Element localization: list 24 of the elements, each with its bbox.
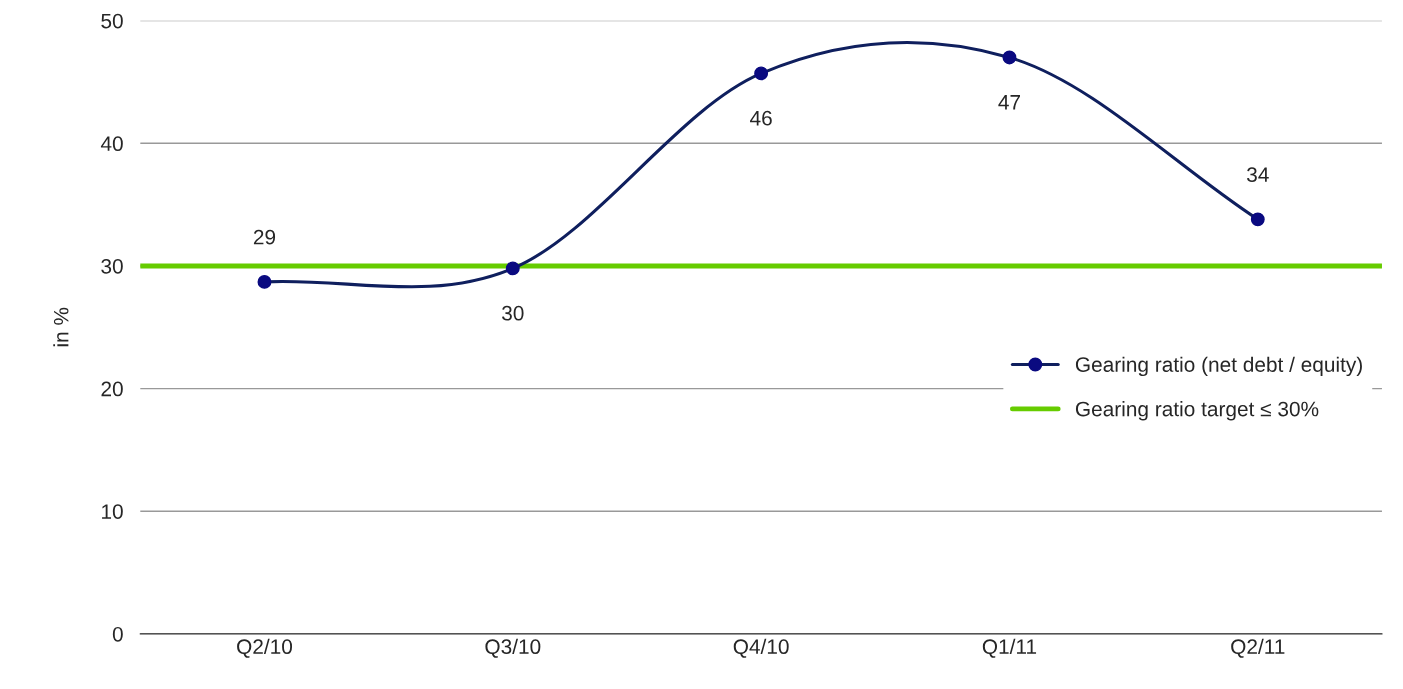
legend-label: Gearing ratio (net debt / equity) [1075, 356, 1362, 377]
x-tick-label: Q3/10 [485, 638, 541, 658]
x-tick-label: Q2/11 [1231, 638, 1285, 658]
point [505, 261, 520, 276]
y-tick-label: 50 [101, 13, 123, 29]
point [257, 274, 272, 289]
y-tick-label: 20 [101, 381, 123, 397]
data-label: 47 [998, 95, 1020, 110]
y-tick-label: 0 [112, 626, 123, 642]
x-tick-label: Q4/10 [733, 638, 789, 658]
y-tick-label: 10 [102, 504, 123, 519]
x-tick-label: Q2/10 [237, 638, 293, 658]
y-tick-label: 40 [100, 136, 123, 152]
x-tick-label: Q1/11 [982, 638, 1037, 658]
legend-label: Gearing ratio target ≤ 30% [1075, 401, 1319, 421]
data-label: 34 [1247, 167, 1269, 183]
data-label: 46 [750, 110, 772, 126]
point [754, 66, 769, 81]
data-label: 30 [502, 305, 524, 321]
point [1002, 50, 1017, 65]
y-axis-title: in % [53, 307, 69, 347]
y-tick-label: 30 [101, 258, 123, 274]
point [1250, 212, 1265, 227]
data-label: 29 [253, 229, 276, 245]
